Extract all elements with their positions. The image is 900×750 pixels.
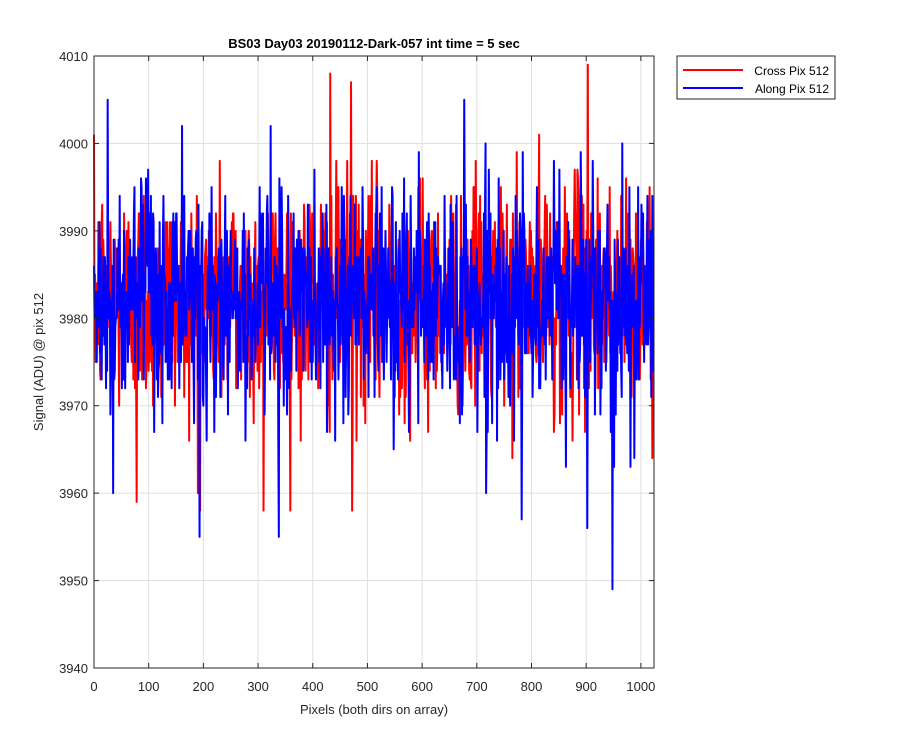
y-tick-label: 3960 xyxy=(59,486,88,501)
x-tick-label: 900 xyxy=(575,679,597,694)
x-tick-label: 400 xyxy=(302,679,324,694)
x-tick-label: 200 xyxy=(193,679,215,694)
x-tick-label: 300 xyxy=(247,679,269,694)
legend-label-along: Along Pix 512 xyxy=(755,82,829,96)
y-tick-label: 4000 xyxy=(59,136,88,151)
axis-ticks: 0 100 200 300 400 500 600 700 800 900 1000 3940 3950… xyxy=(59,49,655,694)
legend-label-cross: Cross Pix 512 xyxy=(754,64,829,78)
legend-box xyxy=(676,55,836,100)
y-tick-label: 3990 xyxy=(59,224,88,239)
x-tick-label: 100 xyxy=(138,679,160,694)
x-axis-label: Pixels (both dirs on array) xyxy=(300,702,448,717)
chart-title: BS03 Day03 20190112-Dark-057 int time = … xyxy=(228,36,520,51)
legend: Cross Pix 512 Along Pix 512 xyxy=(676,55,836,100)
x-tick-label: 0 xyxy=(90,679,97,694)
series-layer xyxy=(93,63,655,591)
series-line-along-pix-512 xyxy=(93,98,655,591)
axes-box xyxy=(93,55,655,669)
x-tick-label: 1000 xyxy=(626,679,655,694)
y-tick-label: 3950 xyxy=(59,574,88,589)
x-tick-label: 800 xyxy=(521,679,543,694)
y-axis-label: Signal (ADU) @ pix 512 xyxy=(31,293,46,431)
x-tick-label: 700 xyxy=(466,679,488,694)
x-tick-label: 500 xyxy=(357,679,379,694)
x-tick-label: 600 xyxy=(411,679,433,694)
y-tick-label: 4010 xyxy=(59,49,88,64)
y-tick-label: 3940 xyxy=(59,661,88,676)
y-tick-label: 3980 xyxy=(59,311,88,326)
y-tick-label: 3970 xyxy=(59,399,88,414)
